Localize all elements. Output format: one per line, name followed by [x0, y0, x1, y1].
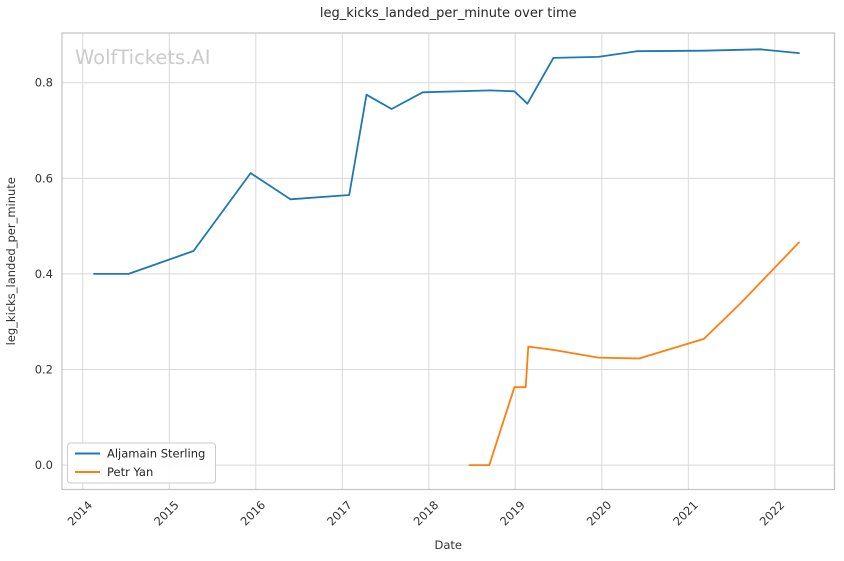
- y-tick-label: 0.2: [35, 363, 53, 377]
- series-line-petr-yan: [468, 241, 800, 467]
- x-tick-label: 2022: [757, 498, 788, 529]
- x-tick-label: 2015: [151, 498, 182, 529]
- y-axis-label: leg_kicks_landed_per_minute: [4, 177, 18, 345]
- y-tick-label: 0.0: [35, 458, 53, 472]
- plot-border: [61, 32, 836, 491]
- legend-label: Aljamain Sterling: [107, 447, 205, 461]
- x-tick-label: 2017: [324, 498, 355, 529]
- x-tick-label: 2021: [670, 498, 701, 529]
- chart-title: leg_kicks_landed_per_minute over time: [320, 6, 577, 21]
- legend-box: [67, 442, 216, 484]
- x-tick-label: 2014: [65, 498, 96, 529]
- x-tick-label: 2020: [584, 498, 615, 529]
- x-axis-label: Date: [435, 538, 463, 552]
- y-tick-label: 0.6: [35, 171, 53, 185]
- x-tick-label: 2018: [411, 498, 442, 529]
- legend: Aljamain Sterling Petr Yan: [67, 442, 216, 484]
- y-tick-label: 0.8: [35, 76, 53, 90]
- y-tick-label: 0.4: [35, 267, 53, 281]
- x-tick-label: 2019: [497, 498, 528, 529]
- watermark-text: WolfTickets.AI: [75, 46, 211, 69]
- series-line-aljamain-sterling: [93, 48, 800, 275]
- legend-label: Petr Yan: [107, 465, 153, 479]
- grid: [62, 33, 835, 490]
- x-tick-label: 2016: [238, 498, 269, 529]
